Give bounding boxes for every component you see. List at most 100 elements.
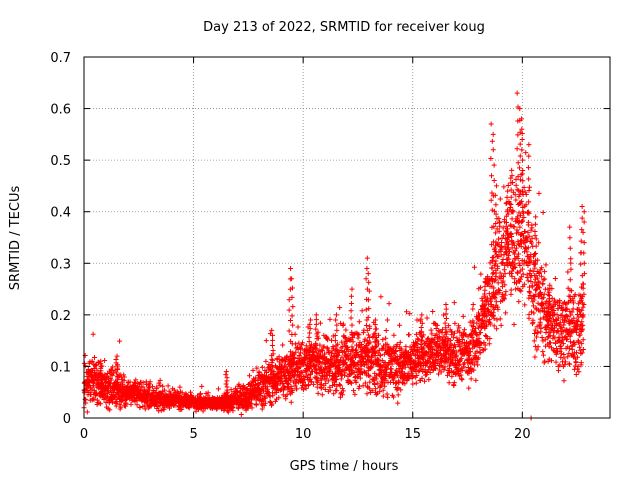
data-point — [140, 380, 146, 386]
data-point — [327, 316, 333, 322]
data-point — [398, 387, 404, 393]
data-point — [419, 346, 425, 352]
data-point — [579, 319, 585, 325]
data-point — [372, 344, 378, 350]
data-point — [532, 280, 538, 286]
data-point — [518, 274, 524, 280]
data-point — [542, 276, 548, 282]
data-point — [369, 364, 375, 370]
data-point — [581, 219, 587, 225]
data-point — [562, 359, 568, 365]
data-point — [349, 358, 355, 364]
data-point — [334, 322, 340, 328]
data-point — [319, 392, 325, 398]
data-point — [528, 227, 534, 233]
data-point — [542, 269, 548, 275]
data-point — [376, 347, 382, 353]
data-point — [433, 366, 439, 372]
data-point — [427, 369, 433, 375]
data-point — [512, 261, 518, 267]
data-point — [579, 284, 585, 290]
x-axis-ticks: 0 5 10 15 20 — [80, 57, 531, 442]
data-point — [348, 337, 354, 343]
data-point — [90, 331, 96, 337]
data-point — [580, 304, 586, 310]
data-point — [434, 322, 440, 328]
data-point — [404, 309, 410, 315]
data-point — [483, 322, 489, 328]
data-point — [306, 339, 312, 345]
data-point — [526, 233, 532, 239]
data-point — [567, 339, 573, 345]
data-point — [526, 153, 532, 159]
data-point — [376, 332, 382, 338]
data-point — [491, 177, 497, 183]
data-point — [522, 302, 528, 308]
data-point — [384, 391, 390, 397]
data-point — [372, 317, 378, 323]
data-point — [533, 292, 539, 298]
data-point — [553, 359, 559, 365]
data-point — [287, 389, 293, 395]
data-point — [552, 275, 558, 281]
data-point — [363, 322, 369, 328]
data-point — [531, 254, 537, 260]
data-point — [127, 379, 133, 385]
data-point — [474, 348, 480, 354]
data-point — [565, 354, 571, 360]
data-point — [355, 335, 361, 341]
data-point — [545, 292, 551, 298]
data-point — [533, 306, 539, 312]
data-point — [446, 323, 452, 329]
data-point — [502, 292, 508, 298]
data-point — [98, 358, 104, 364]
data-point — [521, 281, 527, 287]
data-point — [348, 308, 354, 314]
data-point — [503, 213, 509, 219]
data-point — [542, 337, 548, 343]
data-point — [508, 201, 514, 207]
data-point — [324, 356, 330, 362]
data-point — [440, 327, 446, 333]
data-point — [521, 215, 527, 221]
data-point — [509, 173, 515, 179]
data-point — [406, 376, 412, 382]
data-point — [520, 209, 526, 215]
data-point — [515, 238, 521, 244]
data-point — [308, 376, 314, 382]
data-point — [553, 351, 559, 357]
data-point — [550, 347, 556, 353]
y-tick-label: 0.1 — [50, 360, 71, 375]
data-point — [489, 275, 495, 281]
data-point — [512, 276, 518, 282]
data-point — [564, 336, 570, 342]
data-point — [532, 327, 538, 333]
data-point — [258, 392, 264, 398]
data-point — [270, 378, 276, 384]
data-point — [525, 278, 531, 284]
data-point — [517, 153, 523, 159]
data-point — [306, 360, 312, 366]
data-point — [234, 388, 240, 394]
data-point — [511, 224, 517, 230]
data-point — [289, 313, 295, 319]
data-point — [365, 271, 371, 277]
data-point — [365, 350, 371, 356]
data-point — [536, 190, 542, 196]
data-point — [424, 315, 430, 321]
data-point — [496, 228, 502, 234]
data-point — [539, 335, 545, 341]
data-point — [336, 381, 342, 387]
data-point — [118, 404, 124, 410]
data-point — [372, 357, 378, 363]
data-point — [468, 330, 474, 336]
data-point — [532, 229, 538, 235]
data-point — [532, 265, 538, 271]
x-tick-label: 5 — [189, 427, 197, 442]
data-point — [523, 192, 529, 198]
data-point — [505, 188, 511, 194]
data-point — [319, 347, 325, 353]
data-point — [576, 332, 582, 338]
y-axis-label: SRMTID / TECUs — [8, 186, 23, 291]
data-point — [364, 317, 370, 323]
